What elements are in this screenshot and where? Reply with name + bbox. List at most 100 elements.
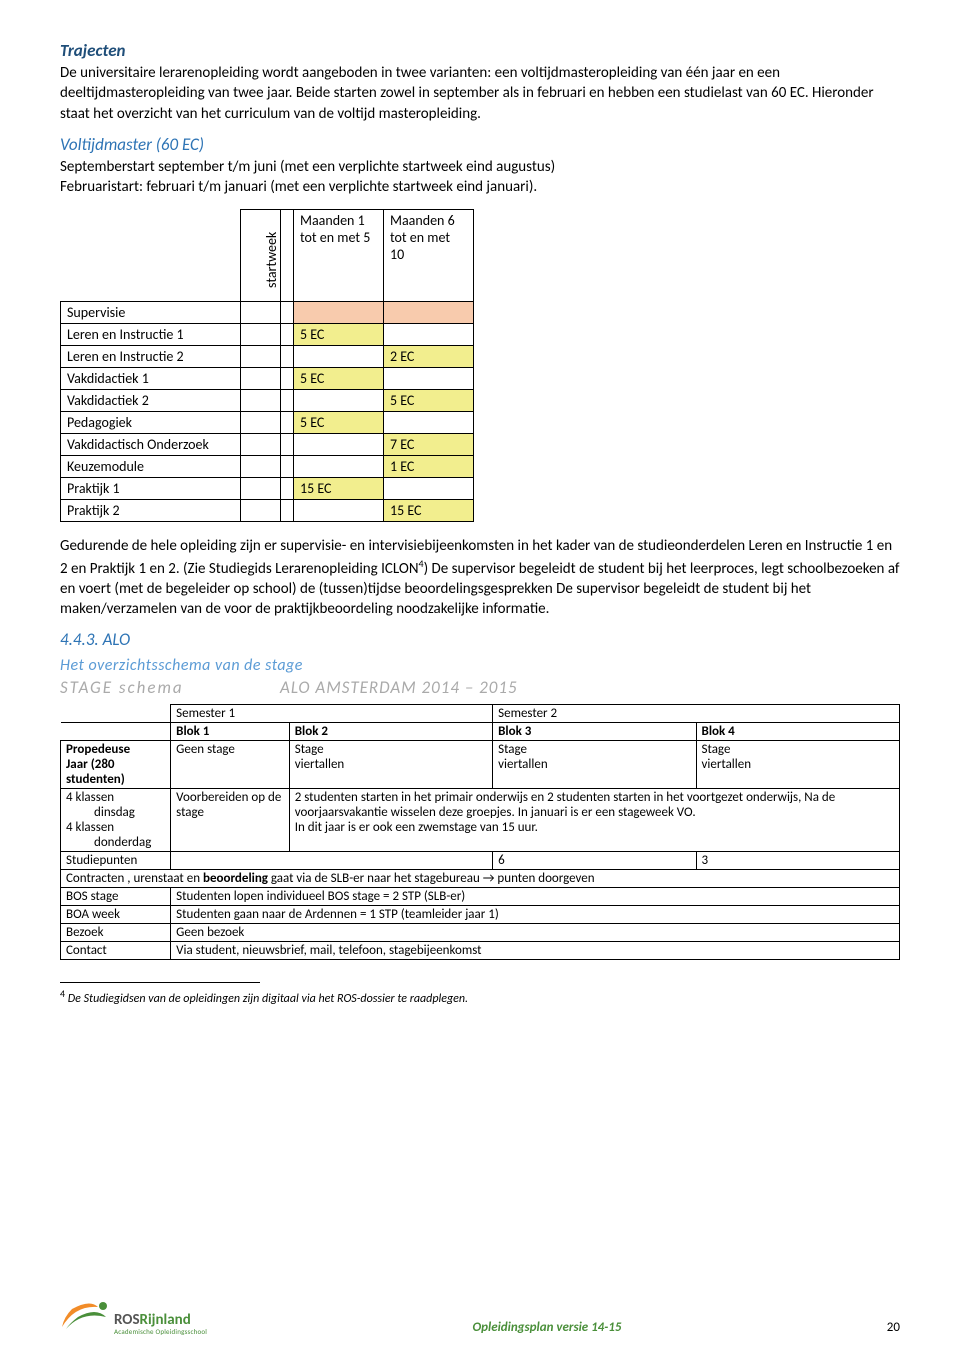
ec-row-c2 (384, 478, 474, 500)
ec-row-label: Leren en Instructie 2 (61, 346, 241, 368)
ec-row-c2 (384, 302, 474, 324)
stage-r4a: 4 klassen (66, 790, 114, 805)
stage-empty (61, 705, 171, 723)
stage-r4b: dinsdag (66, 805, 135, 820)
ec-row-label: Vakdidactiek 1 (61, 368, 241, 390)
ec-row-sw (241, 368, 281, 390)
stage-prop: Propedeuse Jaar (280 studenten) (61, 741, 171, 789)
ec-row-c1 (294, 346, 384, 368)
stage-contract-c: gaat via de SLB-er naar het stagebureau … (268, 871, 595, 886)
logo-icon (60, 1297, 110, 1335)
ec-row-c1: 5 EC (294, 368, 384, 390)
stage-stp-6: 6 (493, 852, 696, 870)
ec-row-c2: 2 EC (384, 346, 474, 368)
stage-banner-right: ALO AMSTERDAM 2014 – 2015 (280, 677, 518, 698)
stage-jaar-label: Jaar (280 studenten) (66, 757, 125, 787)
stage-sem2: Semester 2 (493, 705, 900, 723)
stage-blok1: Blok 1 (171, 723, 290, 741)
ec-row-sw (241, 434, 281, 456)
ec-row-gap (281, 456, 294, 478)
ec-row-sw (241, 412, 281, 434)
ec-row-gap (281, 346, 294, 368)
paragraph-voltijd: Septemberstart september t/m juni (met e… (60, 157, 900, 198)
stage-b2-l2: viertallen (295, 757, 345, 772)
stage-b4-l2: viertallen (702, 757, 752, 772)
stage-b3-l2: viertallen (498, 757, 548, 772)
ec-row-c1: 5 EC (294, 412, 384, 434)
stage-bos: BOS stage (61, 888, 171, 906)
stage-stp-e1 (171, 852, 493, 870)
ec-row-label: Keuzemodule (61, 456, 241, 478)
page-number: 20 (887, 1320, 900, 1335)
ec-row-label: Praktijk 1 (61, 478, 241, 500)
ec-row-gap (281, 412, 294, 434)
logo-sub: Academische Opleidingsschool (114, 1328, 207, 1335)
heading-voltijd: Voltijdmaster (60 EC) (60, 134, 900, 155)
paragraph-supervisor: Gedurende de hele opleiding zijn er supe… (60, 536, 900, 619)
ec-h-m1: Maanden 1 tot en met 5 (294, 210, 384, 302)
stage-contract-a: Contracten , urenstaat en (66, 871, 203, 886)
ec-row-gap (281, 434, 294, 456)
ec-row-c2: 5 EC (384, 390, 474, 412)
stage-bezoek-v: Geen bezoek (171, 924, 900, 942)
ec-table: startweekMaanden 1 tot en met 5Maanden 6… (60, 209, 474, 522)
stage-bos-v: Studenten lopen individueel BOS stage = … (171, 888, 900, 906)
ec-row-c2: 1 EC (384, 456, 474, 478)
ec-row-label: Leren en Instructie 1 (61, 324, 241, 346)
stage-contract: Contracten , urenstaat en beoordeling ga… (61, 870, 900, 888)
footnote: 4 De Studiegidsen van de opleidingen zij… (60, 987, 900, 1006)
voltijd-line-1: Septemberstart september t/m juni (met e… (60, 158, 555, 176)
heading-overzicht: Het overzichtsschema van de stage (60, 656, 900, 675)
ec-row-c1 (294, 302, 384, 324)
stage-boa: BOA week (61, 906, 171, 924)
stage-table: Semester 1 Semester 2 Blok 1 Blok 2 Blok… (60, 704, 900, 960)
ec-row-c2: 15 EC (384, 500, 474, 522)
stage-b4-l1: Stage (702, 742, 731, 757)
ec-row-label: Praktijk 2 (61, 500, 241, 522)
stage-klassen: 4 klassen dinsdag 4 klassen donderdag (61, 789, 171, 852)
ec-row-label: Supervisie (61, 302, 241, 324)
ec-row-sw (241, 390, 281, 412)
ec-row-gap (281, 390, 294, 412)
stage-bezoek: Bezoek (61, 924, 171, 942)
ec-row-sw (241, 500, 281, 522)
stage-b2-l1: Stage (295, 742, 324, 757)
stage-b3-l1: Stage (498, 742, 527, 757)
stage-stp-3: 3 (696, 852, 899, 870)
stage-contact-v: Via student, nieuwsbrief, mail, telefoon… (171, 942, 900, 960)
ec-row-gap (281, 368, 294, 390)
stage-boa-v: Studenten gaan naar de Ardennen = 1 STP … (171, 906, 900, 924)
ec-row-c1: 15 EC (294, 478, 384, 500)
stage-banner-left: STAGE schema (60, 677, 230, 698)
ec-row-c1 (294, 456, 384, 478)
ec-row-sw (241, 346, 281, 368)
heading-trajecten: Trajecten (60, 40, 900, 61)
stage-r4d: donderdag (66, 835, 151, 850)
ec-row-c1 (294, 434, 384, 456)
ec-row-gap (281, 500, 294, 522)
ec-row-sw (241, 456, 281, 478)
stage-blok4: Blok 4 (696, 723, 899, 741)
ec-row-c1 (294, 500, 384, 522)
footnote-rule (60, 982, 260, 983)
stage-sem1: Semester 1 (171, 705, 493, 723)
ec-row-sw (241, 302, 281, 324)
ec-row-c2: 7 EC (384, 434, 474, 456)
paragraph-intro: De universitaire lerarenopleiding wordt … (60, 63, 900, 124)
ec-gap (281, 210, 294, 302)
stage-b3: Stage viertallen (493, 741, 696, 789)
ec-row-c2 (384, 324, 474, 346)
stage-b4: Stage viertallen (696, 741, 899, 789)
ec-row-sw (241, 478, 281, 500)
stage-b2: Stage viertallen (289, 741, 492, 789)
footnote-text: De Studiegidsen van de opleidingen zijn … (65, 992, 468, 1006)
stage-stp: Studiepunten (61, 852, 171, 870)
ec-row-label: Vakdidactisch Onderzoek (61, 434, 241, 456)
ec-h-empty (61, 210, 241, 302)
ec-h-startweek: startweek (241, 210, 281, 302)
ec-row-sw (241, 324, 281, 346)
ec-row-c1 (294, 390, 384, 412)
logo-text: ROSRijnland Academische Opleidingsschool (114, 1313, 207, 1335)
logo: ROSRijnland Academische Opleidingsschool (60, 1297, 207, 1335)
stage-contract-b: beoordeling (203, 871, 268, 886)
